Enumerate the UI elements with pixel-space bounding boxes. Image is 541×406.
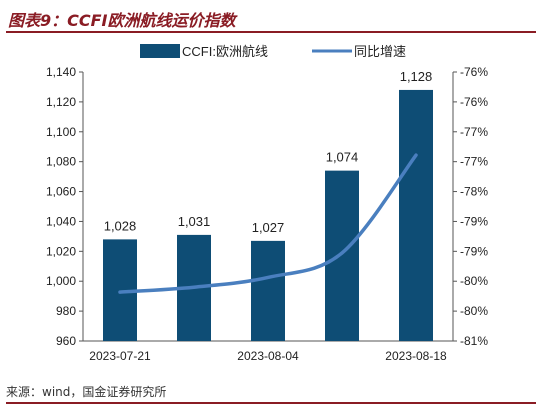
title-bar: 图表9：CCFI欧洲航线运价指数 (6, 5, 536, 33)
left-tick-label: 1,140 (46, 65, 76, 79)
left-tick-label: 1,100 (46, 125, 76, 139)
bar-data-label: 1,128 (400, 69, 433, 84)
right-tick-label: -81% (460, 334, 488, 348)
right-tick-label: -76% (460, 95, 488, 109)
left-tick-label: 1,060 (46, 185, 76, 199)
left-tick-label: 1,120 (46, 95, 76, 109)
right-tick-label: -78% (460, 185, 488, 199)
bar-data-label: 1,074 (326, 150, 359, 165)
left-tick-label: 1,080 (46, 155, 76, 169)
legend-bar-label: CCFI:欧洲航线 (182, 44, 268, 59)
left-tick-label: 980 (56, 304, 76, 318)
bar (399, 89, 433, 341)
bar-data-label: 1,031 (178, 214, 211, 229)
right-tick-label: -80% (460, 274, 488, 288)
bar (251, 240, 285, 341)
left-tick-label: 1,040 (46, 214, 76, 228)
bar (325, 170, 359, 341)
footer-divider (6, 402, 536, 404)
legend-bar-swatch (140, 44, 180, 58)
right-tick-label: -79% (460, 214, 488, 228)
chart: CCFI:欧洲航线 同比增速 960 980 1,000 1,020 1,040 1,060 1… (46, 44, 488, 363)
right-tick-label: -80% (460, 304, 488, 318)
left-tick-label: 960 (56, 334, 76, 348)
page-title: 图表9：CCFI欧洲航线运价指数 (8, 11, 236, 30)
bar-data-label: 1,028 (104, 218, 137, 233)
legend-line-label: 同比增速 (354, 44, 406, 59)
left-tick-label: 1,000 (46, 274, 76, 288)
right-tick-label: -77% (460, 155, 488, 169)
source-note: 来源：wind，国金证券研究所 (6, 385, 167, 399)
right-tick-label: -79% (460, 244, 488, 258)
right-tick-label: -77% (460, 125, 488, 139)
x-tick-label: 2023-08-04 (237, 349, 299, 363)
yoy-line (118, 153, 418, 294)
x-tick-label: 2023-07-21 (89, 349, 151, 363)
right-tick-label: -76% (460, 65, 488, 79)
left-tick-label: 1,020 (46, 244, 76, 258)
bar-data-label: 1,027 (252, 220, 285, 235)
x-tick-label: 2023-08-18 (385, 349, 447, 363)
